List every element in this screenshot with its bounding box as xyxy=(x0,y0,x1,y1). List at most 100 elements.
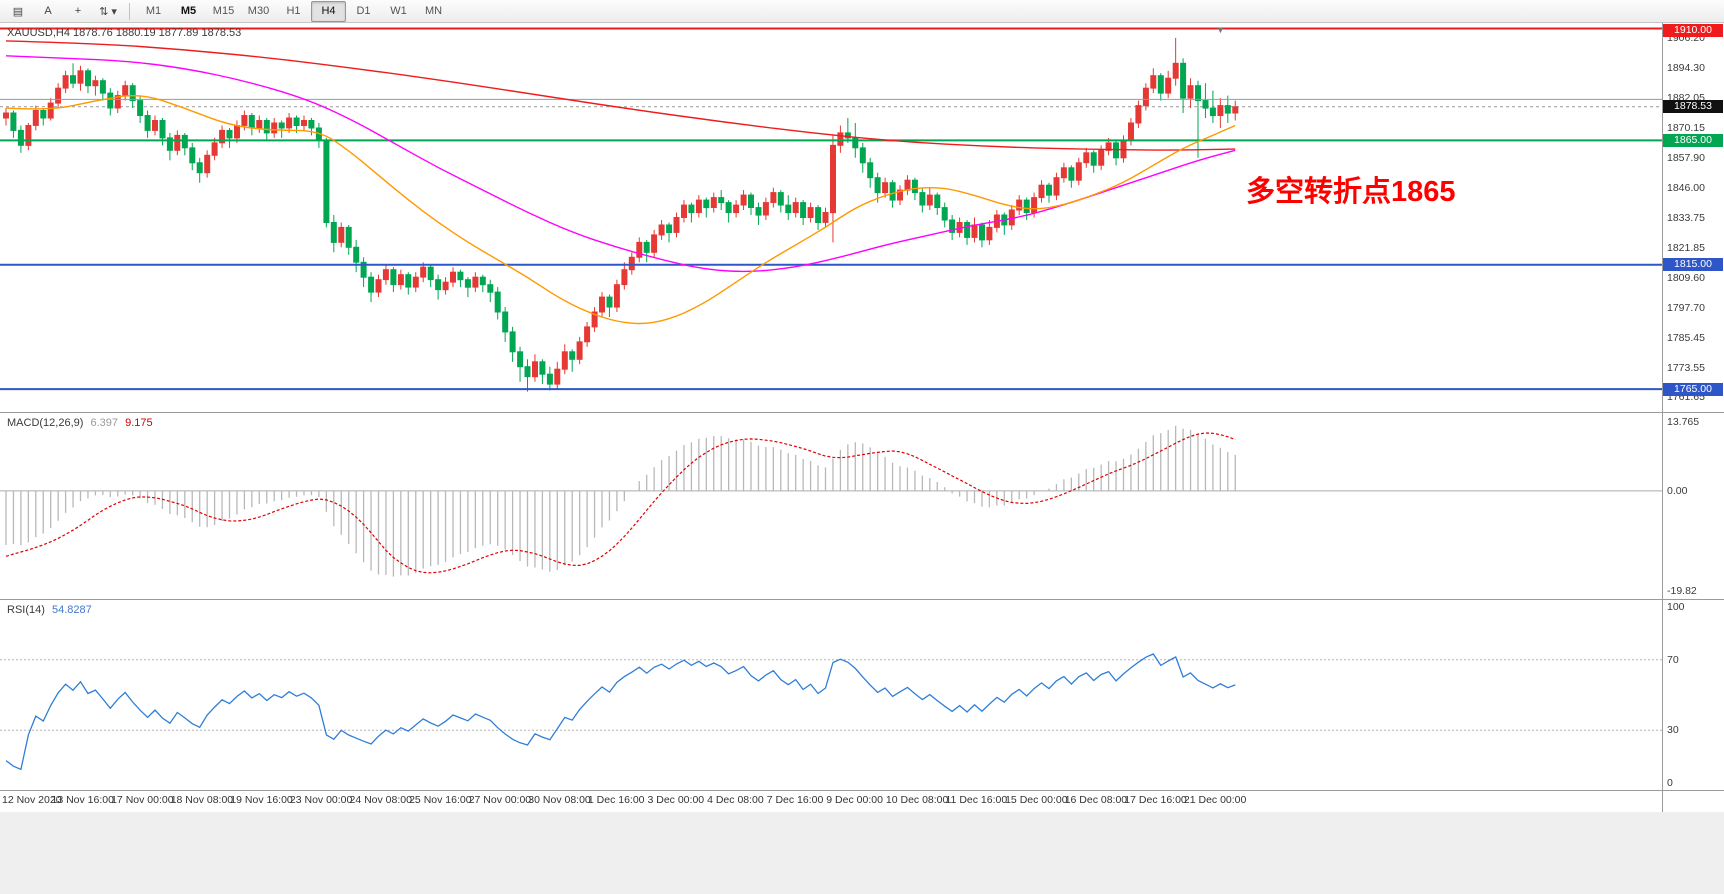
candle xyxy=(345,226,352,248)
candle xyxy=(576,341,583,360)
timeframe-M30[interactable]: M30 xyxy=(247,5,270,17)
timeframe-MN[interactable]: MN xyxy=(424,5,443,17)
timeframe-W1[interactable]: W1 xyxy=(390,5,407,17)
timeframe-M15[interactable]: M15 xyxy=(212,5,235,17)
candle xyxy=(107,92,114,109)
macd-main-value: 6.397 xyxy=(90,417,119,429)
time-label: 7 Dec 16:00 xyxy=(766,794,824,806)
rsi-value: 54.8287 xyxy=(51,604,92,616)
candle xyxy=(1217,105,1224,116)
main-chart-plot[interactable] xyxy=(0,23,1662,412)
candle xyxy=(375,279,382,293)
candle xyxy=(964,222,971,238)
candle xyxy=(770,192,777,204)
candle xyxy=(152,120,158,131)
timeframe-buttons: M1 M5 M15 M30 H1 H4 D1 W1 MN xyxy=(136,0,451,22)
candle xyxy=(718,197,725,204)
macd-signal-line xyxy=(5,432,1236,574)
candle xyxy=(427,266,434,281)
timeframe-D1[interactable]: D1 xyxy=(356,5,371,17)
candle xyxy=(219,129,226,144)
rsi-line xyxy=(5,653,1236,771)
candle xyxy=(405,274,412,288)
text-tool-icon[interactable]: A xyxy=(44,5,52,17)
timeframe-M5[interactable]: M5 xyxy=(180,5,197,17)
candle xyxy=(70,75,76,84)
candle xyxy=(99,80,106,94)
candle xyxy=(1038,184,1045,199)
candle xyxy=(710,197,717,209)
candle xyxy=(517,351,524,368)
candle xyxy=(792,202,799,214)
candle xyxy=(1157,75,1164,94)
candle xyxy=(979,224,985,241)
candle xyxy=(651,234,658,253)
time-label: 21 Dec 00:00 xyxy=(1183,794,1247,806)
candle xyxy=(911,179,918,194)
candle xyxy=(226,129,233,139)
time-label: 15 Dec 00:00 xyxy=(1005,794,1068,806)
candle xyxy=(368,276,375,293)
time-label: 13 Nov 16:00 xyxy=(51,794,114,806)
candle xyxy=(1142,87,1149,107)
candle xyxy=(144,115,151,131)
candle xyxy=(1172,62,1179,79)
indicators-dropdown-icon[interactable]: ⇅ ▾ xyxy=(99,5,117,18)
candle xyxy=(353,246,360,263)
candle xyxy=(204,154,211,174)
candle xyxy=(114,95,121,109)
candle xyxy=(889,182,896,201)
candle xyxy=(420,266,427,278)
time-label: 23 Nov 00:00 xyxy=(289,794,353,806)
candle xyxy=(77,70,84,84)
candle xyxy=(1195,85,1201,102)
candle xyxy=(636,241,643,258)
time-label: 1 Dec 16:00 xyxy=(587,794,645,806)
axis-tick: 13.765 xyxy=(1667,415,1700,428)
candle xyxy=(524,366,531,378)
candle xyxy=(740,194,747,206)
candle xyxy=(919,192,926,206)
panel-divider-main-macd[interactable] xyxy=(0,412,1724,413)
candle xyxy=(412,276,419,288)
candle xyxy=(1098,149,1105,166)
candle xyxy=(673,217,680,233)
candle xyxy=(286,117,293,129)
axis-tick: 30 xyxy=(1667,724,1679,737)
candle xyxy=(1135,105,1142,124)
charts-icon[interactable]: ▤ xyxy=(12,5,24,18)
candle xyxy=(1083,152,1090,164)
candle xyxy=(472,276,479,288)
candle xyxy=(949,219,956,233)
candle xyxy=(926,194,933,206)
macd-plot[interactable] xyxy=(0,413,1662,599)
candle xyxy=(561,351,568,370)
axis-tick: 1846.00 xyxy=(1667,181,1705,194)
chart-annotation: 多空转折点1865 xyxy=(1246,176,1456,208)
candle xyxy=(725,202,732,214)
candle xyxy=(47,102,54,119)
axis-tick: -19.82 xyxy=(1667,584,1697,597)
price-shift-marker[interactable]: ▼ xyxy=(1216,25,1225,35)
candle xyxy=(278,122,285,129)
candle xyxy=(263,120,270,134)
timeframe-M1[interactable]: M1 xyxy=(145,5,162,17)
candle xyxy=(308,120,315,129)
timeframe-H1[interactable]: H1 xyxy=(286,5,301,17)
candle xyxy=(986,226,993,241)
candle xyxy=(3,112,9,119)
price-label-1910.00: 1910.00 xyxy=(1663,24,1723,37)
candle xyxy=(532,361,538,378)
time-label: 18 Nov 08:00 xyxy=(170,794,234,806)
panel-divider-macd-rsi[interactable] xyxy=(0,599,1724,600)
timeframe-H4[interactable]: H4 xyxy=(311,0,346,22)
rsi-plot[interactable] xyxy=(0,600,1662,790)
candle xyxy=(807,207,814,219)
axis-tick: 70 xyxy=(1667,653,1679,666)
candle xyxy=(62,75,69,89)
candle xyxy=(971,224,978,238)
candle xyxy=(815,207,822,224)
candle xyxy=(546,373,553,385)
crosshair-icon[interactable]: + xyxy=(74,5,82,17)
candle xyxy=(181,134,188,149)
